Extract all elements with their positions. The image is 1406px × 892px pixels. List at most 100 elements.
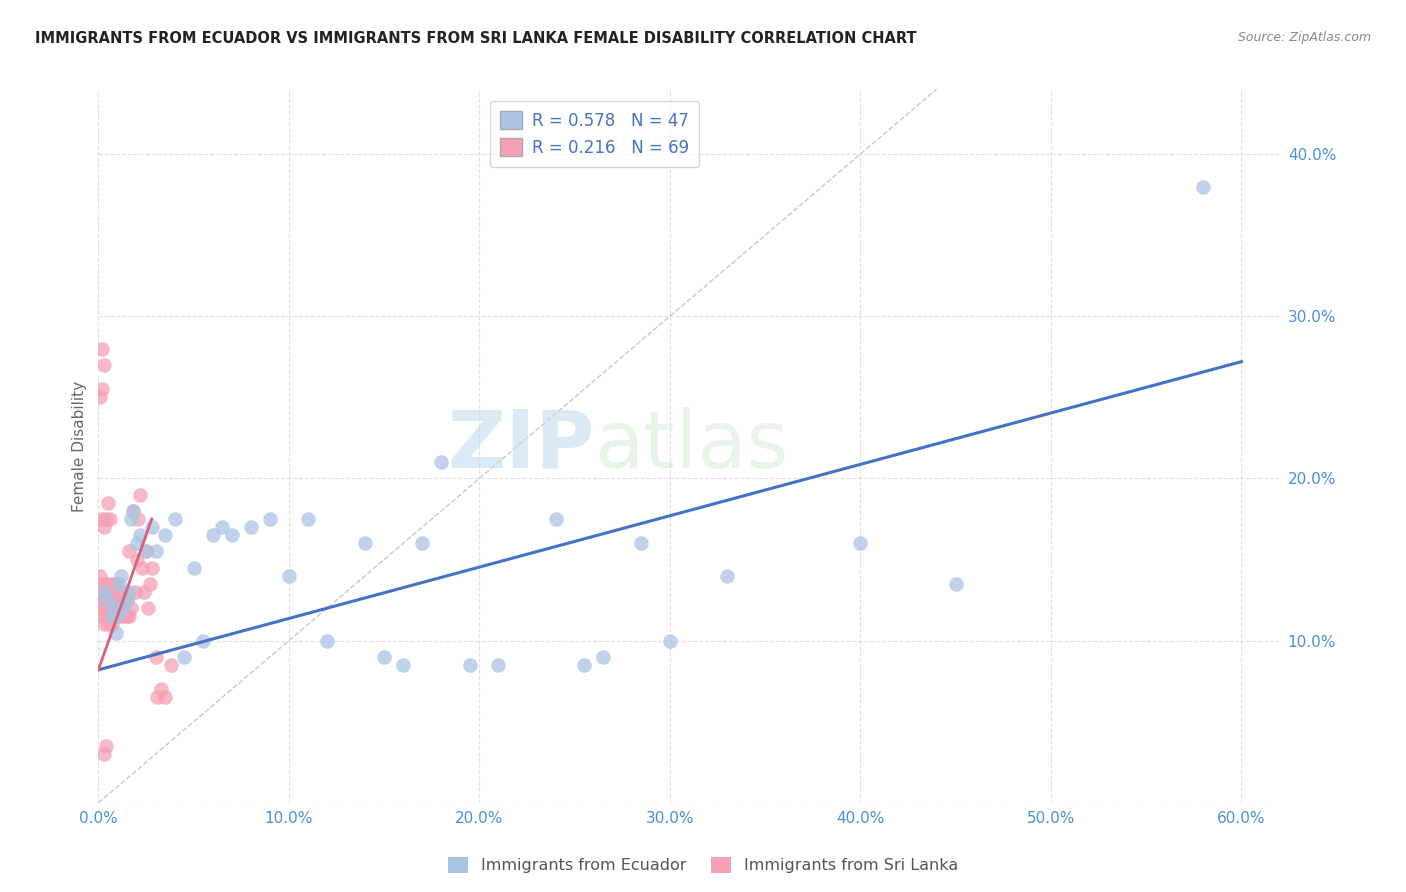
Point — [104, 585, 127, 599]
Point — [411, 536, 433, 550]
Point — [163, 512, 186, 526]
Point — [97, 617, 120, 632]
Point — [146, 690, 169, 705]
Point — [297, 512, 319, 526]
Point — [108, 577, 131, 591]
Point — [141, 560, 163, 574]
Point — [94, 577, 117, 591]
Point — [93, 358, 115, 372]
Point — [93, 617, 115, 632]
Point — [135, 544, 157, 558]
Point — [100, 601, 122, 615]
Point — [115, 593, 138, 607]
Legend: Immigrants from Ecuador, Immigrants from Sri Lanka: Immigrants from Ecuador, Immigrants from… — [441, 850, 965, 880]
Text: atlas: atlas — [595, 407, 789, 485]
Point — [211, 520, 233, 534]
Y-axis label: Female Disability: Female Disability — [72, 380, 87, 512]
Point — [354, 536, 377, 550]
Point — [89, 585, 111, 599]
Point — [134, 585, 156, 599]
Point — [112, 601, 135, 615]
Point — [104, 601, 127, 615]
Point — [121, 504, 143, 518]
Point — [107, 609, 129, 624]
Point — [89, 390, 111, 404]
Point — [108, 585, 131, 599]
Point — [121, 504, 143, 518]
Point — [97, 593, 120, 607]
Point — [98, 593, 121, 607]
Legend: R = 0.578   N = 47, R = 0.216   N = 69: R = 0.578 N = 47, R = 0.216 N = 69 — [491, 101, 699, 167]
Point — [221, 528, 243, 542]
Point — [93, 585, 115, 599]
Point — [107, 577, 129, 591]
Point — [277, 568, 299, 582]
Point — [131, 560, 153, 574]
Point — [103, 593, 125, 607]
Point — [159, 657, 181, 672]
Point — [488, 657, 510, 672]
Point — [114, 593, 136, 607]
Point — [592, 649, 614, 664]
Point — [630, 536, 652, 550]
Point — [103, 577, 125, 591]
Point — [110, 609, 132, 624]
Point — [173, 649, 195, 664]
Point — [1192, 179, 1215, 194]
Point — [94, 512, 117, 526]
Point — [129, 528, 152, 542]
Point — [89, 568, 111, 582]
Point — [104, 625, 127, 640]
Point — [572, 657, 595, 672]
Point — [108, 601, 131, 615]
Point — [430, 455, 453, 469]
Point — [100, 617, 122, 632]
Point — [112, 585, 135, 599]
Point — [129, 488, 152, 502]
Point — [316, 633, 339, 648]
Point — [201, 528, 224, 542]
Point — [115, 593, 138, 607]
Point — [91, 609, 114, 624]
Point — [945, 577, 967, 591]
Point — [93, 520, 115, 534]
Point — [193, 633, 215, 648]
Point — [153, 528, 176, 542]
Point — [97, 496, 120, 510]
Point — [107, 593, 129, 607]
Point — [127, 512, 149, 526]
Point — [94, 609, 117, 624]
Text: ZIP: ZIP — [447, 407, 595, 485]
Point — [139, 577, 162, 591]
Point — [97, 601, 120, 615]
Point — [98, 577, 121, 591]
Point — [93, 747, 115, 761]
Point — [150, 682, 173, 697]
Point — [94, 739, 117, 753]
Point — [115, 609, 138, 624]
Point — [544, 512, 567, 526]
Point — [112, 601, 135, 615]
Text: Source: ZipAtlas.com: Source: ZipAtlas.com — [1237, 31, 1371, 45]
Point — [91, 512, 114, 526]
Point — [141, 520, 163, 534]
Point — [100, 585, 122, 599]
Point — [849, 536, 872, 550]
Point — [110, 568, 132, 582]
Point — [91, 382, 114, 396]
Point — [98, 609, 121, 624]
Point — [118, 585, 141, 599]
Point — [136, 601, 159, 615]
Point — [373, 649, 395, 664]
Point — [392, 657, 415, 672]
Point — [458, 657, 481, 672]
Point — [145, 649, 167, 664]
Text: IMMIGRANTS FROM ECUADOR VS IMMIGRANTS FROM SRI LANKA FEMALE DISABILITY CORRELATI: IMMIGRANTS FROM ECUADOR VS IMMIGRANTS FR… — [35, 31, 917, 46]
Point — [120, 512, 142, 526]
Point — [91, 342, 114, 356]
Point — [110, 593, 132, 607]
Point — [658, 633, 681, 648]
Point — [145, 544, 167, 558]
Point — [89, 601, 111, 615]
Point — [98, 512, 121, 526]
